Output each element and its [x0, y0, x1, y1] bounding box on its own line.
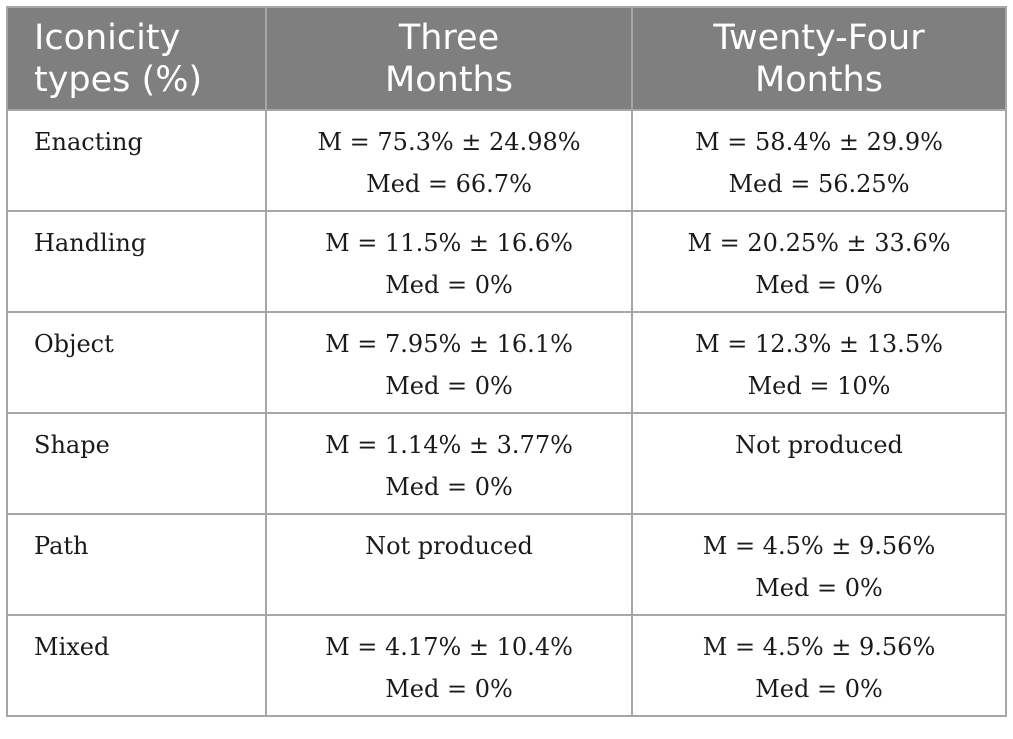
row-label: Handling [6, 210, 267, 313]
median-value: Med = 0% [385, 372, 513, 400]
three-months-cell: M = 7.95% ± 16.1% Med = 0% [265, 311, 633, 414]
header-line: Three [398, 17, 500, 58]
header-line: Twenty-Four [713, 17, 925, 58]
row-label: Enacting [6, 109, 267, 212]
mean-value: M = 4.5% ± 9.56% [702, 532, 936, 560]
mean-value: M = 12.3% ± 13.5% [695, 330, 943, 358]
table-row: Object M = 7.95% ± 16.1% Med = 0% M = 12… [6, 311, 1007, 414]
mean-value: M = 1.14% ± 3.77% [325, 431, 573, 459]
header-line: types (%) [34, 59, 203, 100]
twenty-four-months-cell: M = 12.3% ± 13.5% Med = 10% [631, 311, 1007, 414]
cell-text: Not produced [365, 532, 533, 560]
header-iconicity-types: Iconicity types (%) [6, 6, 267, 111]
mean-value: M = 4.17% ± 10.4% [325, 633, 573, 661]
row-label: Shape [6, 412, 267, 515]
twenty-four-months-cell: M = 58.4% ± 29.9% Med = 56.25% [631, 109, 1007, 212]
mean-value: M = 75.3% ± 24.98% [317, 128, 581, 156]
mean-value: M = 4.5% ± 9.56% [702, 633, 936, 661]
header-three-months: Three Months [265, 6, 633, 111]
median-value: Med = 0% [755, 675, 883, 703]
median-value: Med = 0% [385, 271, 513, 299]
median-value: Med = 10% [747, 372, 891, 400]
iconicity-table-container: Iconicity types (%) Three Months Twenty-… [6, 6, 1007, 731]
table-header-row: Iconicity types (%) Three Months Twenty-… [6, 6, 1007, 111]
three-months-cell: M = 11.5% ± 16.6% Med = 0% [265, 210, 633, 313]
median-value: Med = 66.7% [366, 170, 532, 198]
table-row: Enacting M = 75.3% ± 24.98% Med = 66.7% … [6, 109, 1007, 212]
twenty-four-months-cell: Not produced [631, 412, 1007, 515]
cell-text: Not produced [735, 431, 903, 459]
mean-value: M = 7.95% ± 16.1% [325, 330, 573, 358]
iconicity-table: Iconicity types (%) Three Months Twenty-… [6, 6, 1007, 717]
median-value: Med = 0% [385, 473, 513, 501]
twenty-four-months-cell: M = 4.5% ± 9.56% Med = 0% [631, 513, 1007, 616]
mean-value: M = 20.25% ± 33.6% [687, 229, 951, 257]
table-row: Mixed M = 4.17% ± 10.4% Med = 0% M = 4.5… [6, 614, 1007, 717]
table-row: Path Not produced M = 4.5% ± 9.56% Med =… [6, 513, 1007, 616]
median-value: Med = 0% [755, 574, 883, 602]
header-line: Months [385, 59, 513, 100]
three-months-cell: M = 75.3% ± 24.98% Med = 66.7% [265, 109, 633, 212]
header-line: Iconicity [34, 17, 181, 58]
median-value: Med = 0% [385, 675, 513, 703]
header-twenty-four-months: Twenty-Four Months [631, 6, 1007, 111]
header-line: Months [755, 59, 883, 100]
median-value: Med = 0% [755, 271, 883, 299]
three-months-cell: Not produced [265, 513, 633, 616]
row-label: Mixed [6, 614, 267, 717]
row-label: Path [6, 513, 267, 616]
twenty-four-months-cell: M = 4.5% ± 9.56% Med = 0% [631, 614, 1007, 717]
table-row: Shape M = 1.14% ± 3.77% Med = 0% Not pro… [6, 412, 1007, 515]
three-months-cell: M = 4.17% ± 10.4% Med = 0% [265, 614, 633, 717]
three-months-cell: M = 1.14% ± 3.77% Med = 0% [265, 412, 633, 515]
median-value: Med = 56.25% [728, 170, 910, 198]
mean-value: M = 11.5% ± 16.6% [325, 229, 573, 257]
table-row: Handling M = 11.5% ± 16.6% Med = 0% M = … [6, 210, 1007, 313]
row-label: Object [6, 311, 267, 414]
twenty-four-months-cell: M = 20.25% ± 33.6% Med = 0% [631, 210, 1007, 313]
mean-value: M = 58.4% ± 29.9% [695, 128, 943, 156]
